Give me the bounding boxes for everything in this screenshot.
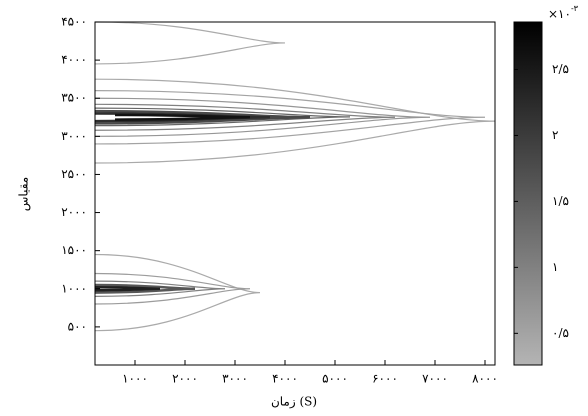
contour-line: [94, 103, 396, 131]
contour-line: [94, 90, 486, 145]
y-tick-label: ۳۵۰۰: [61, 91, 87, 105]
y-tick-label: ۲۵۰۰: [61, 167, 87, 181]
contour-line: [94, 21, 286, 65]
colorbar-tick-label: ۲: [552, 128, 558, 142]
colorbar-tick-label: ۱: [552, 260, 558, 274]
contour-line: [94, 107, 351, 127]
colorbar-tick-label: ۲/۵: [552, 62, 569, 76]
contour-line: [94, 280, 226, 297]
x-tick-label: ۷۰۰۰: [422, 372, 448, 386]
contour-line: [94, 97, 431, 137]
multiplier-base: ×۱۰: [548, 7, 571, 21]
multiplier-exponent: -۳: [571, 4, 579, 13]
x-axis-label: زمان (S): [271, 395, 317, 409]
contour-line: [94, 109, 311, 125]
y-tick-label: ۴۰۰۰: [61, 53, 87, 67]
y-tick-label: ۱۵۰۰: [61, 243, 87, 257]
x-tick-label: ۶۰۰۰: [372, 372, 398, 386]
y-axis-label: مقیاس: [17, 177, 31, 211]
y-tick-label: ۴۵۰۰: [61, 15, 87, 29]
x-tick-label: ۲۰۰۰: [172, 372, 198, 386]
y-tick-label: ۱۰۰۰: [61, 281, 87, 295]
y-tick-label: ۵۰۰: [68, 319, 87, 333]
contour-line: [94, 283, 196, 294]
contour-line: [114, 113, 251, 121]
y-tick-label: ۳۰۰۰: [61, 129, 87, 143]
x-tick-label: ۴۰۰۰: [272, 372, 298, 386]
plot-frame: [94, 21, 496, 366]
x-tick-label: ۵۰۰۰: [322, 372, 348, 386]
contour-line: [94, 253, 261, 332]
x-tick-label: ۸۰۰۰: [472, 372, 498, 386]
x-tick-label: ۱۰۰۰: [122, 372, 148, 386]
x-tick-label: ۳۰۰۰: [222, 372, 248, 386]
y-tick-label: ۲۰۰۰: [61, 205, 87, 219]
contour-line: [94, 272, 251, 305]
contour-line: [94, 286, 161, 292]
colorbar-tick-label: ۰/۵: [552, 326, 569, 340]
colorbar-tick-label: ۱/۵: [552, 194, 569, 208]
colorbar: [513, 21, 543, 366]
colorbar-multiplier: ×۱۰-۳: [548, 4, 579, 21]
